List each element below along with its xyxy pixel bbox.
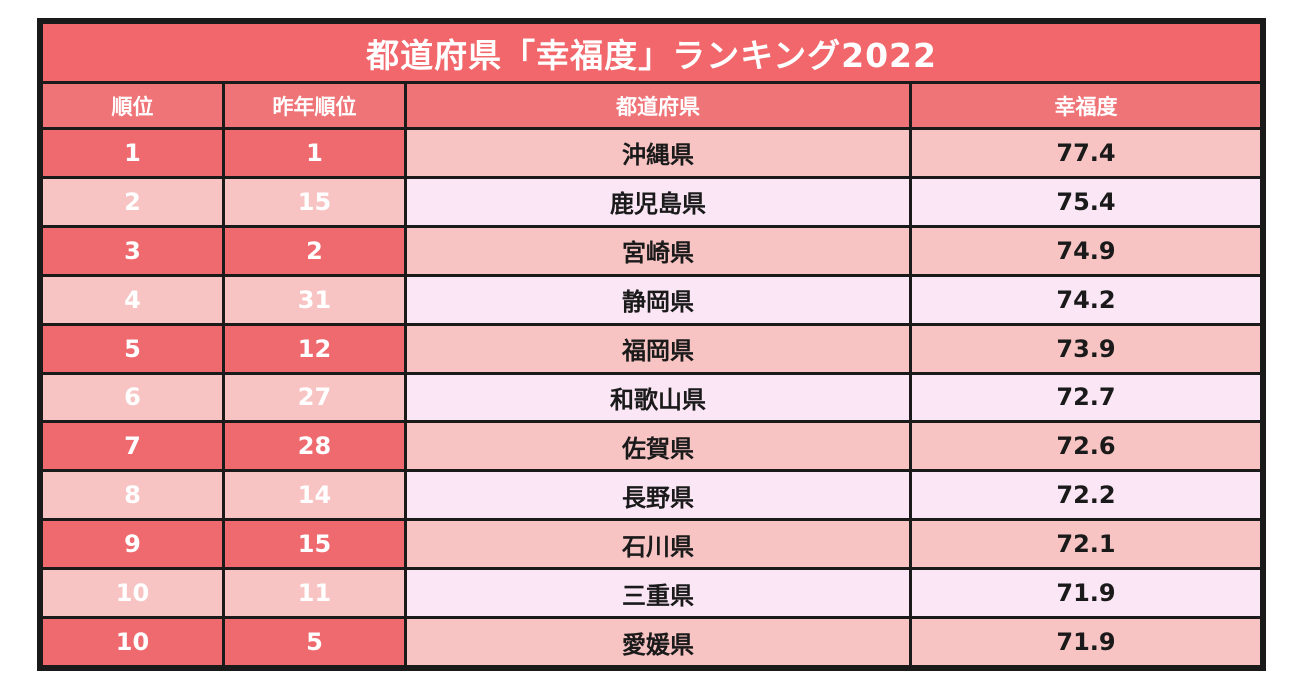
table-row: 2 15 鹿児島県 75.4 <box>40 175 1264 228</box>
table-row: 1 1 沖縄県 77.4 <box>40 127 1264 179</box>
header-prev-rank: 昨年順位 <box>222 81 407 130</box>
header-rank: 順位 <box>40 81 225 130</box>
rank-cell: 3 <box>40 224 225 277</box>
prev-rank-cell: 1 <box>222 127 407 179</box>
score-cell: 73.9 <box>908 322 1264 375</box>
prefecture-cell: 石川県 <box>404 518 912 571</box>
table-title: 都道府県「幸福度」ランキング2022 <box>39 21 1264 84</box>
prev-rank-cell: 15 <box>222 175 407 228</box>
prefecture-cell: 長野県 <box>404 469 912 522</box>
score-cell: 72.6 <box>908 420 1264 473</box>
score-cell: 71.9 <box>908 567 1264 620</box>
header-prefecture: 都道府県 <box>404 81 912 130</box>
table-row: 8 14 長野県 72.2 <box>40 469 1264 522</box>
rank-cell: 9 <box>40 518 225 571</box>
prev-rank-cell: 15 <box>222 518 407 571</box>
prev-rank-cell: 31 <box>222 273 407 326</box>
prefecture-cell: 鹿児島県 <box>404 175 912 228</box>
prefecture-cell: 佐賀県 <box>404 420 912 473</box>
score-cell: 75.4 <box>908 175 1264 228</box>
prev-rank-cell: 2 <box>222 224 407 277</box>
prefecture-cell: 静岡県 <box>404 273 912 326</box>
title-row: 都道府県「幸福度」ランキング2022 <box>39 21 1264 84</box>
score-cell: 72.2 <box>908 469 1264 522</box>
rank-cell: 10 <box>40 567 225 620</box>
rank-cell: 4 <box>40 273 225 326</box>
header-row: 順位 昨年順位 都道府県 幸福度 <box>40 81 1264 130</box>
prev-rank-cell: 5 <box>222 616 407 668</box>
ranking-table: 都道府県「幸福度」ランキング2022 順位 昨年順位 都道府県 幸福度 1 1 … <box>36 18 1267 671</box>
score-cell: 72.1 <box>908 518 1264 571</box>
prefecture-cell: 福岡県 <box>404 322 912 375</box>
table-row: 4 31 静岡県 74.2 <box>40 273 1264 326</box>
rank-cell: 5 <box>40 322 225 375</box>
table-row: 7 28 佐賀県 72.6 <box>40 420 1264 473</box>
prev-rank-cell: 27 <box>222 371 407 424</box>
prefecture-cell: 和歌山県 <box>404 371 912 424</box>
prev-rank-cell: 14 <box>222 469 407 522</box>
rank-cell: 8 <box>40 469 225 522</box>
prev-rank-cell: 28 <box>222 420 407 473</box>
prefecture-cell: 沖縄県 <box>404 127 912 179</box>
score-cell: 71.9 <box>908 616 1264 668</box>
prev-rank-cell: 12 <box>222 322 407 375</box>
table-row: 10 5 愛媛県 71.9 <box>40 616 1264 668</box>
rank-cell: 6 <box>40 371 225 424</box>
score-cell: 74.9 <box>908 224 1264 277</box>
prefecture-cell: 宮崎県 <box>404 224 912 277</box>
score-cell: 72.7 <box>908 371 1264 424</box>
table-row: 5 12 福岡県 73.9 <box>40 322 1264 375</box>
rank-cell: 10 <box>40 616 225 668</box>
score-cell: 77.4 <box>908 127 1264 179</box>
prev-rank-cell: 11 <box>222 567 407 620</box>
rank-cell: 2 <box>40 175 225 228</box>
header-score: 幸福度 <box>908 81 1264 130</box>
table-row: 10 11 三重県 71.9 <box>40 567 1264 620</box>
prefecture-cell: 愛媛県 <box>404 616 912 668</box>
prefecture-cell: 三重県 <box>404 567 912 620</box>
rank-cell: 7 <box>40 420 225 473</box>
table-row: 3 2 宮崎県 74.9 <box>40 224 1264 277</box>
table-row: 9 15 石川県 72.1 <box>40 518 1264 571</box>
score-cell: 74.2 <box>908 273 1264 326</box>
rank-cell: 1 <box>40 127 225 179</box>
table-row: 6 27 和歌山県 72.7 <box>40 371 1264 424</box>
